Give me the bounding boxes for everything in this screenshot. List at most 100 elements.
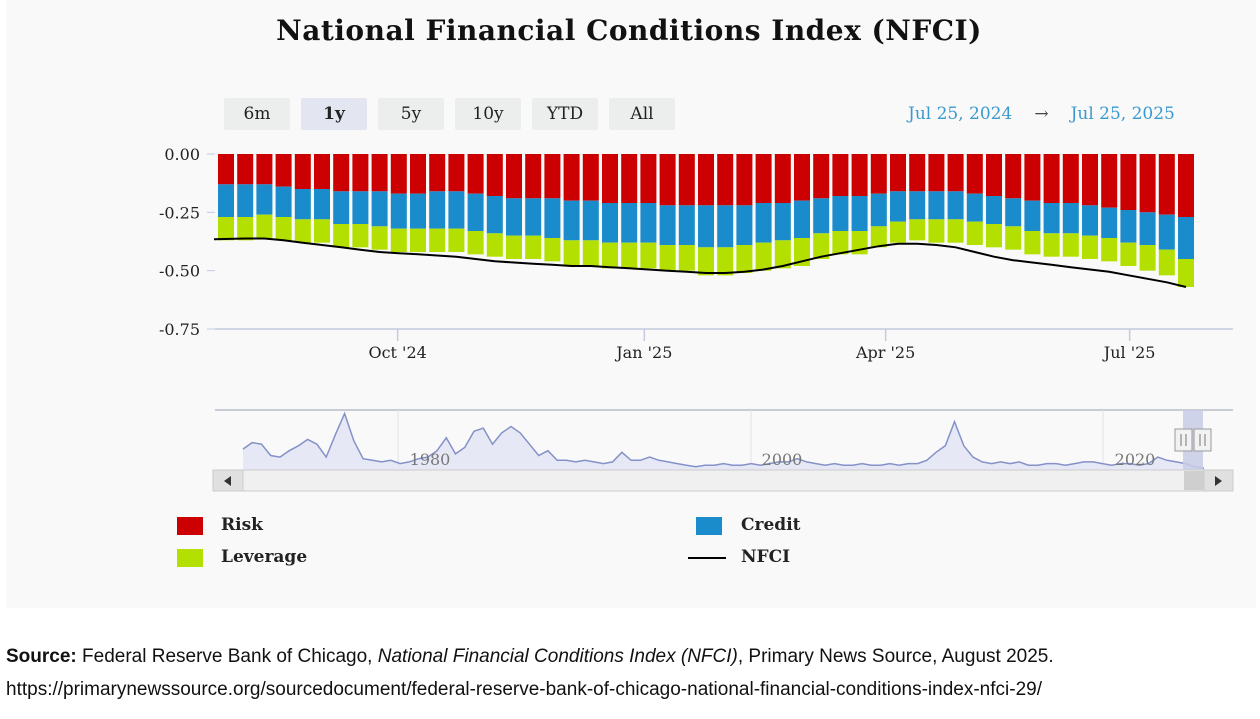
range-button-6m[interactable]: 6m [224,98,290,130]
navigator-selection [1183,410,1203,470]
bar-credit [1043,203,1060,234]
navigator-label: 1980 [410,450,451,469]
bar-credit [736,205,753,245]
bar-credit [621,203,638,243]
bar-credit [448,191,465,229]
bar-leverage [678,245,695,271]
bar-credit [1178,217,1194,259]
bar-credit [909,191,926,220]
bar-credit [1024,200,1041,231]
bar-leverage [275,217,292,241]
bar-credit [813,198,830,234]
date-to[interactable]: Jul 25, 2025 [1070,104,1175,124]
legend-nfci-line [688,557,726,559]
bar-risk [390,154,407,194]
bar-risk [602,154,618,203]
bar-leverage [333,224,350,248]
bar-leverage [410,228,426,252]
bar-leverage [640,242,657,269]
bar-risk [314,154,330,189]
bar-leverage [525,235,542,259]
bar-risk [237,154,254,185]
bar-leverage [698,247,714,276]
navigator-area [243,413,1204,470]
date-from[interactable]: Jul 25, 2024 [908,104,1013,124]
range-button-ytd[interactable]: YTD [532,98,598,130]
bar-risk [851,154,868,196]
legend-credit-label[interactable]: Credit [741,515,801,535]
bar-credit [333,191,350,224]
bar-risk [486,154,503,196]
legend-leverage-swatch [177,549,203,567]
navigator-label: 2020 [1115,450,1156,469]
bar-credit [1101,207,1118,238]
bar-credit [467,193,484,231]
scrollbar-track[interactable] [212,469,1234,492]
navigator-handle-right[interactable] [1193,428,1212,452]
range-button-10y[interactable]: 10y [455,98,521,130]
bar-risk [870,154,887,194]
bar-risk [928,154,945,192]
bar-credit [582,200,599,241]
source-url[interactable]: https://primarynewssource.org/sourcedocu… [6,679,1042,700]
bar-leverage [947,219,964,243]
bar-leverage [736,245,753,273]
legend-risk-label[interactable]: Risk [221,515,263,535]
date-arrow: → [1034,104,1049,124]
bar-credit [486,196,503,234]
bar-leverage [813,233,830,259]
bar-leverage [909,219,926,241]
bar-credit [275,186,292,217]
range-button-1y[interactable]: 1y [301,98,367,130]
bar-risk [1101,154,1118,208]
bar-credit [659,205,676,245]
bar-credit [429,191,446,229]
bar-leverage [237,217,254,241]
bar-credit [851,196,868,231]
bar-credit [794,200,810,238]
range-button-all[interactable]: All [609,98,675,130]
bar-credit [1158,214,1175,250]
bar-risk [294,154,311,189]
bar-credit [218,184,234,217]
bar-credit [237,184,254,217]
bar-credit [544,198,561,238]
navigator-label: 2000 [762,450,803,469]
bar-risk [544,154,561,199]
bar-leverage [294,219,311,243]
bar-credit [832,196,849,231]
bar-leverage [429,228,446,252]
bar-leverage [832,231,849,255]
bar-risk [736,154,753,206]
range-button-5y[interactable]: 5y [378,98,444,130]
bar-leverage [1062,233,1079,257]
bar-risk [1043,154,1060,203]
bar-risk [698,154,714,206]
bar-risk [525,154,542,199]
bar-credit [1082,205,1098,236]
bar-risk [909,154,926,192]
legend-leverage-label[interactable]: Leverage [221,547,308,567]
bar-risk [448,154,465,192]
bar-leverage [390,228,407,252]
bar-leverage [582,240,599,266]
bar-leverage [486,233,503,257]
bar-risk [640,154,657,203]
bar-credit [602,203,618,243]
bar-risk [966,154,983,194]
bar-leverage [218,217,234,241]
bar-leverage [1178,259,1194,287]
bar-credit [1062,203,1079,234]
navigator-handle-left[interactable] [1174,428,1193,452]
y-tick-label: -0.75 [159,320,200,339]
bar-credit [986,196,1002,224]
scrollbar-thumb[interactable] [1184,471,1204,490]
bar-credit [410,193,426,229]
bar-risk [755,154,772,203]
bar-credit [774,203,791,241]
legend-nfci-label[interactable]: NFCI [741,547,791,567]
bar-risk [256,154,273,185]
bar-credit [698,205,714,248]
bar-credit [371,191,388,227]
bar-risk [218,154,234,185]
